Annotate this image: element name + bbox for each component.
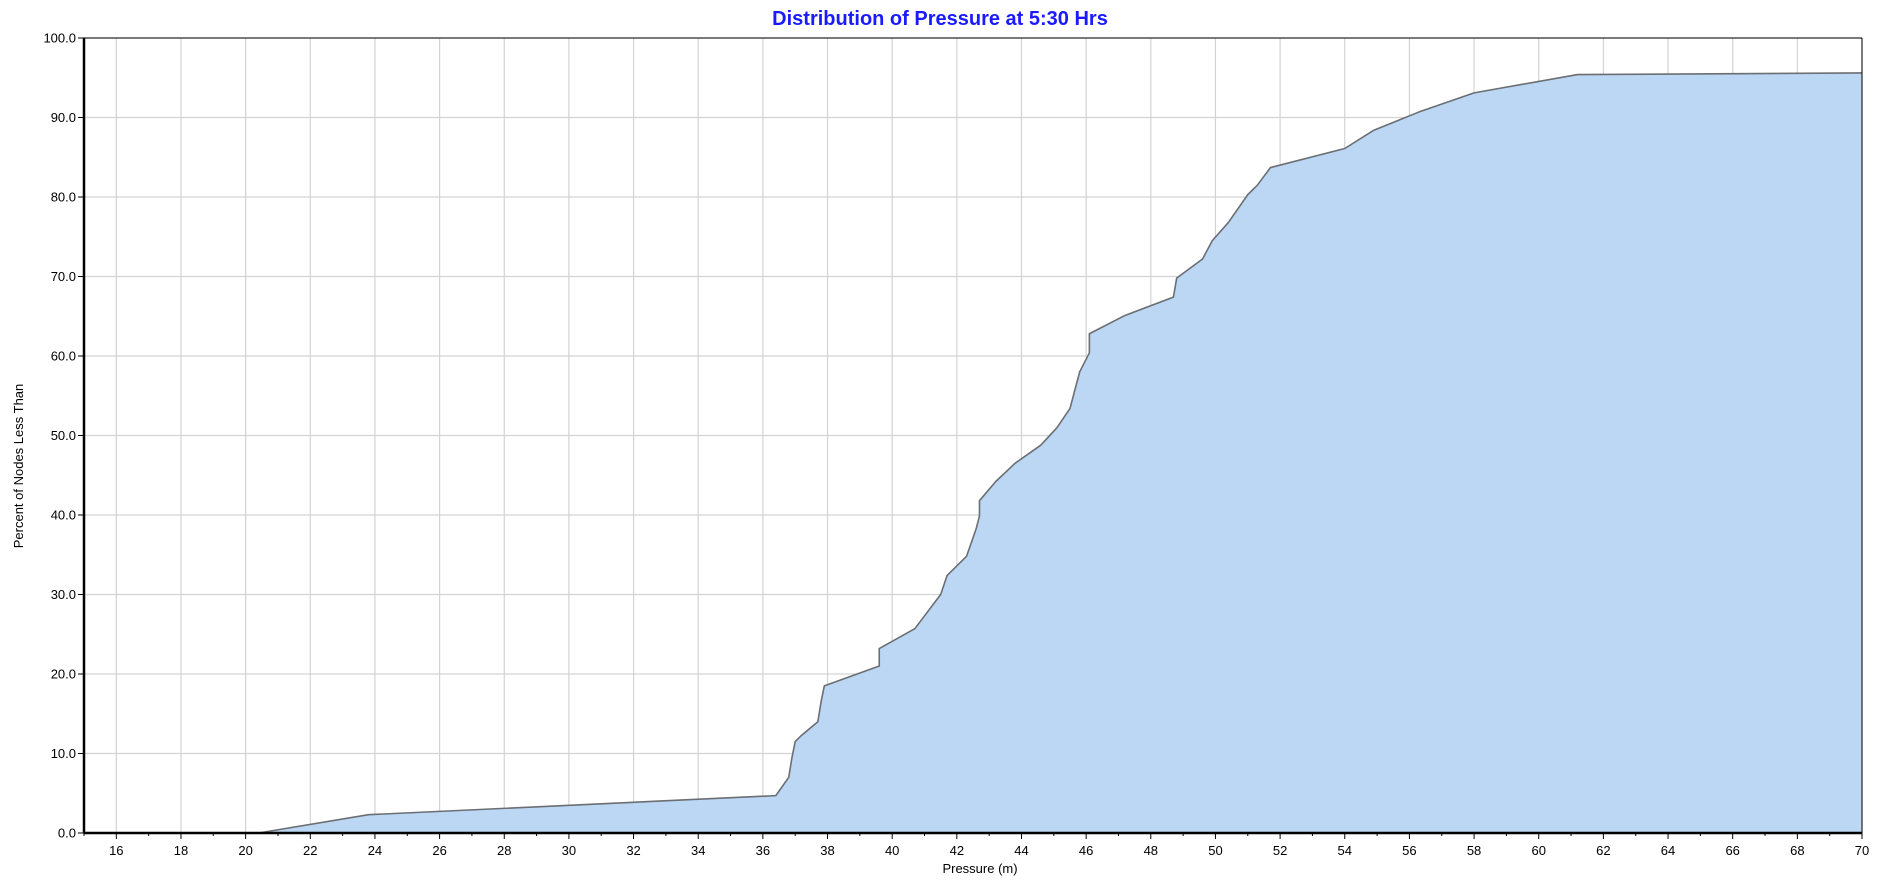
x-tick-label: 66 — [1725, 843, 1739, 858]
x-tick-label: 58 — [1467, 843, 1481, 858]
x-axis-ticks: 16 18 20 22 24 26 28 30 32 34 36 38 40 42 44 46 48 50 52 54… — [83, 833, 1869, 858]
x-tick-label: 60 — [1531, 843, 1545, 858]
area-fill — [84, 72, 1862, 834]
x-tick-label: 28 — [497, 843, 511, 858]
x-tick-label: 44 — [1014, 843, 1028, 858]
y-tick-label: 30.0 — [51, 587, 76, 602]
x-tick-label: 16 — [109, 843, 123, 858]
x-tick-label: 38 — [820, 843, 834, 858]
x-tick-label: 56 — [1402, 843, 1416, 858]
x-tick-label: 54 — [1338, 843, 1352, 858]
x-tick-label: 70 — [1855, 843, 1869, 858]
y-tick-label: 20.0 — [51, 667, 76, 682]
x-tick-label: 64 — [1661, 843, 1675, 858]
x-tick-label: 52 — [1273, 843, 1287, 858]
x-tick-label: 22 — [303, 843, 317, 858]
plot-area — [84, 72, 1863, 834]
y-tick-label: 0.0 — [58, 826, 76, 841]
x-tick-label: 30 — [562, 843, 576, 858]
y-tick-label: 70.0 — [51, 269, 76, 284]
x-tick-label: 18 — [174, 843, 188, 858]
y-tick-label: 50.0 — [51, 428, 76, 443]
x-tick-label: 46 — [1079, 843, 1093, 858]
y-tick-label: 100.0 — [43, 31, 76, 46]
y-tick-label: 90.0 — [51, 110, 76, 125]
y-tick-label: 80.0 — [51, 190, 76, 205]
x-tick-label: 34 — [691, 843, 705, 858]
area-line — [84, 72, 1863, 834]
x-tick-label: 24 — [368, 843, 382, 858]
x-tick-label: 32 — [626, 843, 640, 858]
y-axis-ticks: 0.0 10.0 20.0 30.0 40.0 50.0 60.0 70.0 80.0 90.0 1… — [43, 31, 84, 841]
x-tick-label: 20 — [238, 843, 252, 858]
x-tick-label: 40 — [885, 843, 899, 858]
x-tick-label: 42 — [950, 843, 964, 858]
x-tick-label: 48 — [1144, 843, 1158, 858]
x-tick-label: 36 — [756, 843, 770, 858]
x-axis-label: Pressure (m) — [942, 861, 1017, 876]
x-tick-label: 50 — [1208, 843, 1222, 858]
y-axis-label: Percent of Nodes Less Than — [11, 384, 26, 549]
x-tick-label: 62 — [1596, 843, 1610, 858]
y-tick-label: 10.0 — [51, 746, 76, 761]
y-tick-label: 60.0 — [51, 349, 76, 364]
x-tick-label: 26 — [432, 843, 446, 858]
x-tick-label: 68 — [1790, 843, 1804, 858]
y-tick-label: 40.0 — [51, 508, 76, 523]
chart-title: Distribution of Pressure at 5:30 Hrs — [772, 8, 1108, 30]
